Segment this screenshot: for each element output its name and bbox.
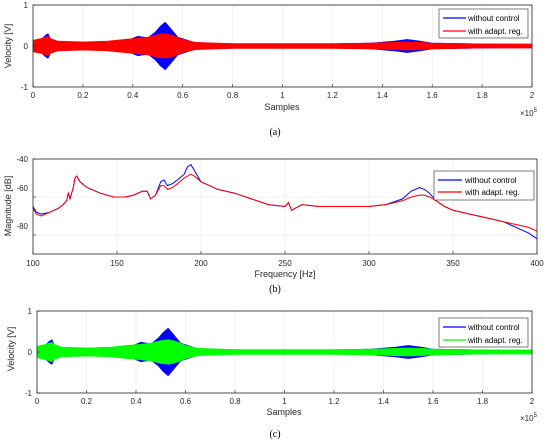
panel-a-ytick: -1 bbox=[21, 83, 29, 92]
panel-a-ytick: 1 bbox=[24, 1, 29, 10]
panel-b-ytick: -80 bbox=[16, 222, 28, 231]
panel-a-xtick: 0.2 bbox=[77, 91, 89, 100]
panel-b-x-tick-labels: 100 150 200 250 300 350 400 bbox=[26, 259, 544, 268]
panel-b-caption: (b) bbox=[269, 284, 281, 295]
panel-b-xtick: 400 bbox=[530, 259, 544, 268]
panel-c-tick-marks bbox=[36, 310, 533, 394]
panel-c-x-tick-labels: 0 0.2 0.4 0.6 0.8 1 1.2 1.4 1.6 1.8 2 bbox=[35, 397, 535, 406]
panel-a-x-multiplier: ×105 bbox=[520, 108, 538, 118]
panel-b: 100 150 200 250 300 350 400 -80 -60 -40 … bbox=[3, 155, 544, 295]
panel-a-legend-box bbox=[438, 8, 529, 39]
panel-b-y-label: Magnitude [dB] bbox=[3, 176, 13, 237]
panel-c-y-tick-labels: -1 0 1 bbox=[25, 307, 33, 398]
panel-c-caption: (c) bbox=[269, 429, 280, 440]
panel-c-legend-box bbox=[438, 317, 529, 348]
panel-c-x-multiplier-exp: 5 bbox=[534, 413, 538, 419]
panel-b-legend: without control with adapt. reg. bbox=[433, 170, 535, 201]
panel-a-legend-label-without-control: without control bbox=[467, 14, 520, 23]
panel-a-xtick: 1.6 bbox=[427, 91, 439, 100]
panel-b-xtick: 200 bbox=[194, 259, 208, 268]
panel-c-y-label: Velocity [V] bbox=[6, 327, 16, 372]
panel-b-xtick: 350 bbox=[446, 259, 460, 268]
panel-a-y-label: Velocity [V] bbox=[3, 24, 13, 69]
panel-a-legend-label-with-adapt-reg: with adapt. reg. bbox=[467, 27, 523, 36]
panel-b-tick-marks bbox=[32, 158, 538, 254]
panel-b-xtick: 100 bbox=[26, 259, 40, 268]
panel-a-x-multiplier-exp: 5 bbox=[534, 108, 538, 114]
panel-a-xtick: 1.8 bbox=[477, 91, 489, 100]
panel-a: 0 0.2 0.4 0.6 0.8 1 1.2 1.4 1.6 1.8 2 -1… bbox=[3, 1, 538, 138]
panel-c-xtick: 1.4 bbox=[378, 397, 390, 406]
panel-a-xtick: 1.2 bbox=[327, 91, 339, 100]
panel-b-ytick: -60 bbox=[16, 184, 28, 193]
panel-a-xtick: 2 bbox=[530, 91, 535, 100]
panel-c-xtick: 0.4 bbox=[130, 397, 142, 406]
panel-b-x-label: Frequency [Hz] bbox=[254, 269, 315, 279]
panel-c-x-multiplier-base: ×10 bbox=[520, 414, 534, 423]
panel-b-legend-label-with-adapt-reg: with adapt. reg. bbox=[464, 188, 520, 197]
panel-c-xtick: 1.8 bbox=[477, 397, 489, 406]
panel-a-x-multiplier-base: ×10 bbox=[520, 109, 534, 118]
panel-c-xtick: 1.2 bbox=[328, 397, 340, 406]
panel-c-ytick: 0 bbox=[28, 348, 33, 357]
panel-c-ytick: -1 bbox=[25, 389, 33, 398]
panel-a-tick-marks bbox=[32, 4, 533, 88]
panel-a-xtick: 0.8 bbox=[227, 91, 239, 100]
panel-b-legend-box bbox=[433, 170, 535, 201]
panel-c-xtick: 0.8 bbox=[229, 397, 241, 406]
panel-a-x-tick-labels: 0 0.2 0.4 0.6 0.8 1 1.2 1.4 1.6 1.8 2 bbox=[31, 91, 535, 100]
panel-a-y-tick-labels: -1 0 1 bbox=[21, 1, 29, 92]
panel-c-xtick: 2 bbox=[530, 397, 535, 406]
panel-c-legend-label-without-control: without control bbox=[467, 323, 520, 332]
panel-b-series bbox=[32, 164, 538, 240]
panel-a-x-label: Samples bbox=[264, 102, 300, 112]
panel-c-xtick: 1.6 bbox=[427, 397, 439, 406]
panel-c-legend-label-with-adapt-reg: with adapt. reg. bbox=[467, 336, 523, 345]
panel-a-xtick: 1.4 bbox=[377, 91, 389, 100]
panel-a-xtick: 0.6 bbox=[177, 91, 189, 100]
panel-b-ytick: -40 bbox=[16, 155, 28, 164]
panel-c-x-multiplier: ×105 bbox=[520, 413, 538, 423]
panel-a-xtick: 0 bbox=[31, 91, 36, 100]
panel-b-series-with-adapt-reg bbox=[32, 173, 538, 232]
panel-b-y-tick-labels: -80 -60 -40 bbox=[16, 155, 28, 231]
panel-b-xtick: 250 bbox=[278, 259, 292, 268]
panel-a-legend: without control with adapt. reg. bbox=[438, 8, 529, 39]
panel-a-ytick: 0 bbox=[24, 42, 29, 51]
panel-c-x-label: Samples bbox=[266, 407, 302, 417]
panel-c-xtick: 0.6 bbox=[180, 397, 192, 406]
panel-b-legend-label-without-control: without control bbox=[464, 176, 517, 185]
panel-a-xtick: 1 bbox=[280, 91, 285, 100]
panel-c-xtick: 1 bbox=[282, 397, 287, 406]
panel-c-legend: without control with adapt. reg. bbox=[438, 317, 529, 348]
panel-b-xtick: 300 bbox=[362, 259, 376, 268]
panel-a-xtick: 0.4 bbox=[127, 91, 139, 100]
panel-b-xtick: 150 bbox=[110, 259, 124, 268]
panel-a-caption: (a) bbox=[269, 127, 280, 138]
panel-c-xtick: 0 bbox=[35, 397, 40, 406]
panel-c-ytick: 1 bbox=[28, 307, 33, 316]
panel-c-xtick: 0.2 bbox=[81, 397, 93, 406]
panel-c: 0 0.2 0.4 0.6 0.8 1 1.2 1.4 1.6 1.8 2 -1… bbox=[6, 307, 538, 440]
